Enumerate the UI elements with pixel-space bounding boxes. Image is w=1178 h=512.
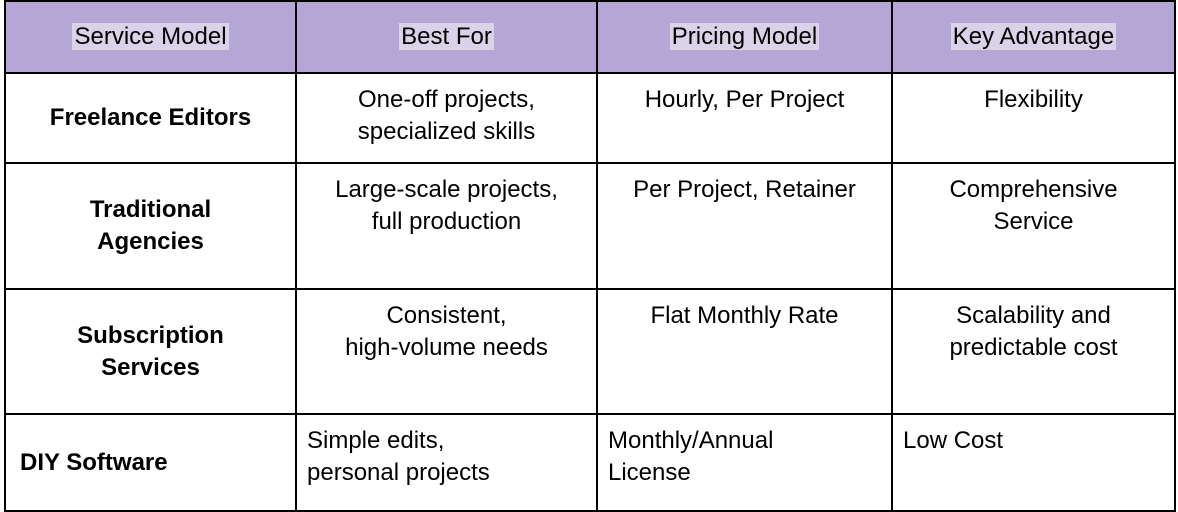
cell-pricing-model: Flat Monthly Rate — [596, 288, 893, 415]
cell-service-model: Freelance Editors — [4, 72, 297, 164]
cell-pricing-model: Hourly, Per Project — [596, 72, 893, 164]
cell-key-advantage: Low Cost — [891, 413, 1176, 512]
header-service-model: Service Model — [4, 0, 297, 74]
comparison-table-container: Service Model Best For Pricing Model Key… — [4, 0, 1176, 512]
cell-best-for: One-off projects, specialized skills — [295, 72, 598, 164]
cell-key-advantage: Flexibility — [891, 72, 1176, 164]
header-key-advantage: Key Advantage — [891, 0, 1176, 74]
cell-service-model: Traditional Agencies — [4, 162, 297, 290]
table-row: DIY Software Simple edits, personal proj… — [4, 413, 1176, 512]
table-row: Freelance Editors One-off projects, spec… — [4, 72, 1176, 164]
header-best-for: Best For — [295, 0, 598, 74]
service-model-comparison-table: Service Model Best For Pricing Model Key… — [4, 0, 1176, 512]
table-row: Traditional Agencies Large-scale project… — [4, 162, 1176, 290]
header-pricing-model: Pricing Model — [596, 0, 893, 74]
cell-pricing-model: Monthly/Annual License — [596, 413, 893, 512]
table-row: Subscription Services Consistent, high-v… — [4, 288, 1176, 415]
cell-key-advantage: Comprehensive Service — [891, 162, 1176, 290]
cell-best-for: Consistent, high-volume needs — [295, 288, 598, 415]
cell-service-model: DIY Software — [4, 413, 297, 512]
cell-service-model: Subscription Services — [4, 288, 297, 415]
cell-key-advantage: Scalability and predictable cost — [891, 288, 1176, 415]
cell-best-for: Simple edits, personal projects — [295, 413, 598, 512]
table-header-row: Service Model Best For Pricing Model Key… — [4, 0, 1176, 74]
cell-best-for: Large-scale projects, full production — [295, 162, 598, 290]
cell-pricing-model: Per Project, Retainer — [596, 162, 893, 290]
